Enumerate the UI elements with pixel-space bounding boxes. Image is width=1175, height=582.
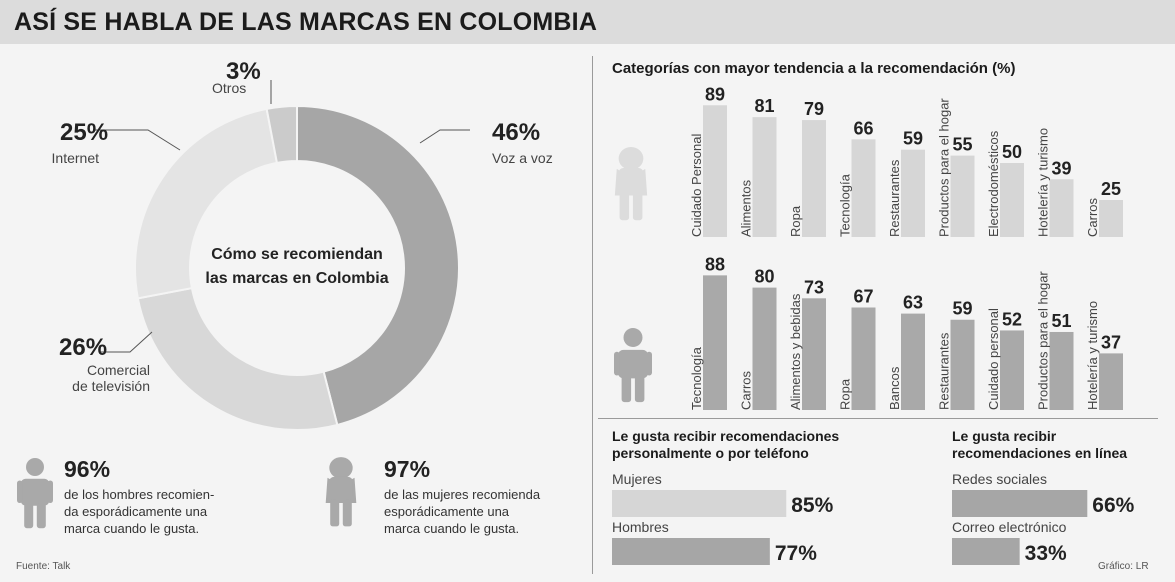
- women-label-restaurantes: Restaurantes: [887, 159, 902, 237]
- online-recommendation-label-correo-electronico: Correo electrónico: [952, 519, 1067, 535]
- women-value-cuidado-personal: 89: [705, 84, 725, 104]
- men-label-cuidado-personal: Cuidado personal: [986, 308, 1001, 410]
- source-note: Fuente: Talk: [16, 561, 71, 572]
- donut-leader-line: [419, 129, 470, 144]
- women-value-electrodomesticos: 50: [1002, 142, 1022, 162]
- female-person-icon: [325, 457, 357, 527]
- men-bar-productos-para-el-hogar: [1049, 331, 1074, 410]
- men-stat-value: 96%: [64, 456, 111, 482]
- men-bar-bancos: [901, 313, 925, 410]
- personal-recommendation-bar-mujeres: [612, 490, 787, 517]
- women-value-productos-para-el-hogar: 55: [952, 135, 972, 155]
- online-recommendation-bar-redes-sociales: [952, 490, 1088, 517]
- women-label-hoteleria-y-turismo: Hotelería y turismo: [1036, 128, 1051, 237]
- men-stat-description: de los hombres recomien-da esporádicamen…: [64, 487, 215, 536]
- men-label-tecnologia: Tecnología: [689, 346, 704, 410]
- category-chart-title: Categorías con mayor tendencia a la reco…: [612, 60, 1016, 77]
- women-label-carros: Carros: [1085, 197, 1100, 237]
- women-label-tecnologia: Tecnología: [838, 173, 853, 237]
- donut-label-comercial-de-television: Comercial de televisión: [72, 362, 150, 394]
- donut-value-comercial-de-television: 26%: [59, 334, 108, 361]
- men-value-carros: 80: [754, 267, 774, 287]
- donut-leader-line: [100, 331, 153, 353]
- personal-recommendation-label-hombres: Hombres: [612, 519, 669, 535]
- personal-recommendation-title: Le gusta recibir recomendaciones personal…: [612, 428, 840, 461]
- women-label-electrodomesticos: Electrodomésticos: [986, 130, 1001, 237]
- personal-recommendation-value-hombres: 77%: [775, 542, 817, 565]
- women-bar-cuidado-personal: [703, 105, 727, 237]
- men-bar-restaurantes: [950, 319, 975, 410]
- women-bar-restaurantes: [901, 149, 925, 237]
- men-bar-tecnologia: [703, 275, 727, 410]
- men-label-hoteleria-y-turismo: Hotelería y turismo: [1085, 301, 1100, 410]
- online-recommendation-bar-correo-electronico: [952, 538, 1020, 565]
- women-label-productos-para-el-hogar: Productos para el hogar: [937, 98, 952, 237]
- women-value-restaurantes: 59: [903, 129, 923, 149]
- women-stat-value: 97%: [384, 456, 431, 482]
- male-person-icon: [614, 328, 652, 403]
- women-value-tecnologia: 66: [853, 118, 873, 138]
- men-bar-alimentos-y-bebidas: [802, 298, 826, 410]
- women-label-cuidado-personal: Cuidado Personal: [689, 134, 704, 237]
- women-bar-carros: [1099, 200, 1123, 237]
- women-bar-electrodomesticos: [1000, 163, 1024, 237]
- donut-label-voz-a-voz: Voz a voz: [492, 150, 553, 166]
- women-bar-tecnologia: [851, 139, 876, 237]
- donut-value-otros: 3%: [226, 58, 261, 85]
- online-recommendation-value-redes-sociales: 66%: [1092, 494, 1134, 517]
- horizontal-divider: [598, 418, 1158, 419]
- page-title: ASÍ SE HABLA DE LAS MARCAS EN COLOMBIA: [14, 8, 598, 36]
- women-stat-description: de las mujeres recomienda esporádicamente…: [384, 487, 541, 536]
- men-bar-ropa: [851, 307, 876, 410]
- men-label-alimentos-y-bebidas: Alimentos y bebidas: [788, 293, 803, 410]
- women-label-ropa: Ropa: [788, 205, 803, 237]
- donut-label-internet: Internet: [51, 150, 99, 166]
- donut-slice-comercial-de-television: [136, 286, 339, 431]
- women-value-ropa: 79: [804, 99, 824, 119]
- men-value-alimentos-y-bebidas: 73: [804, 277, 824, 297]
- women-bar-ropa: [802, 120, 826, 237]
- donut-leader-line: [93, 129, 181, 151]
- header-bar: [0, 0, 1175, 44]
- personal-recommendation-value-mujeres: 85%: [791, 494, 833, 517]
- online-recommendation-value-correo-electronico: 33%: [1025, 542, 1067, 565]
- men-value-bancos: 63: [903, 293, 923, 313]
- men-label-productos-para-el-hogar: Productos para el hogar: [1036, 271, 1051, 410]
- online-recommendation-label-redes-sociales: Redes sociales: [952, 471, 1047, 487]
- personal-recommendation-label-mujeres: Mujeres: [612, 471, 662, 487]
- donut-value-internet: 25%: [60, 119, 109, 146]
- men-value-hoteleria-y-turismo: 37: [1101, 332, 1121, 352]
- men-label-bancos: Bancos: [887, 366, 902, 410]
- donut-slice-otros: [265, 104, 298, 165]
- vertical-divider: [592, 56, 593, 574]
- women-bar-hoteleria-y-turismo: [1049, 179, 1074, 237]
- men-value-restaurantes: 59: [952, 299, 972, 319]
- male-person-icon: [17, 458, 53, 529]
- donut-value-voz-a-voz: 46%: [492, 119, 541, 146]
- men-value-cuidado-personal: 52: [1002, 309, 1022, 329]
- men-bar-cuidado-personal: [1000, 330, 1024, 410]
- personal-recommendation-bar-hombres: [612, 538, 770, 565]
- women-value-hoteleria-y-turismo: 39: [1051, 158, 1071, 178]
- women-value-alimentos: 81: [754, 96, 774, 116]
- donut-slice-voz-a-voz: [296, 104, 460, 427]
- men-value-productos-para-el-hogar: 51: [1051, 311, 1071, 331]
- female-person-icon: [614, 147, 648, 221]
- credit-note: Gráfico: LR: [1098, 561, 1149, 572]
- donut-label-otros: Otros: [212, 80, 247, 96]
- men-label-carros: Carros: [739, 370, 754, 410]
- women-label-alimentos: Alimentos: [739, 179, 754, 237]
- men-label-ropa: Ropa: [838, 378, 853, 410]
- men-value-ropa: 67: [853, 286, 873, 306]
- online-recommendation-title: Le gusta recibir recomendaciones en línea: [952, 428, 1128, 461]
- women-value-carros: 25: [1101, 179, 1121, 199]
- men-label-restaurantes: Restaurantes: [937, 332, 952, 410]
- men-bar-hoteleria-y-turismo: [1099, 353, 1123, 410]
- men-value-tecnologia: 88: [705, 254, 725, 274]
- women-bar-productos-para-el-hogar: [950, 155, 975, 237]
- donut-center-title: Cómo se recomiendan las marcas en Colombi…: [205, 246, 389, 287]
- women-bar-alimentos: [752, 117, 777, 237]
- men-bar-carros: [752, 287, 777, 410]
